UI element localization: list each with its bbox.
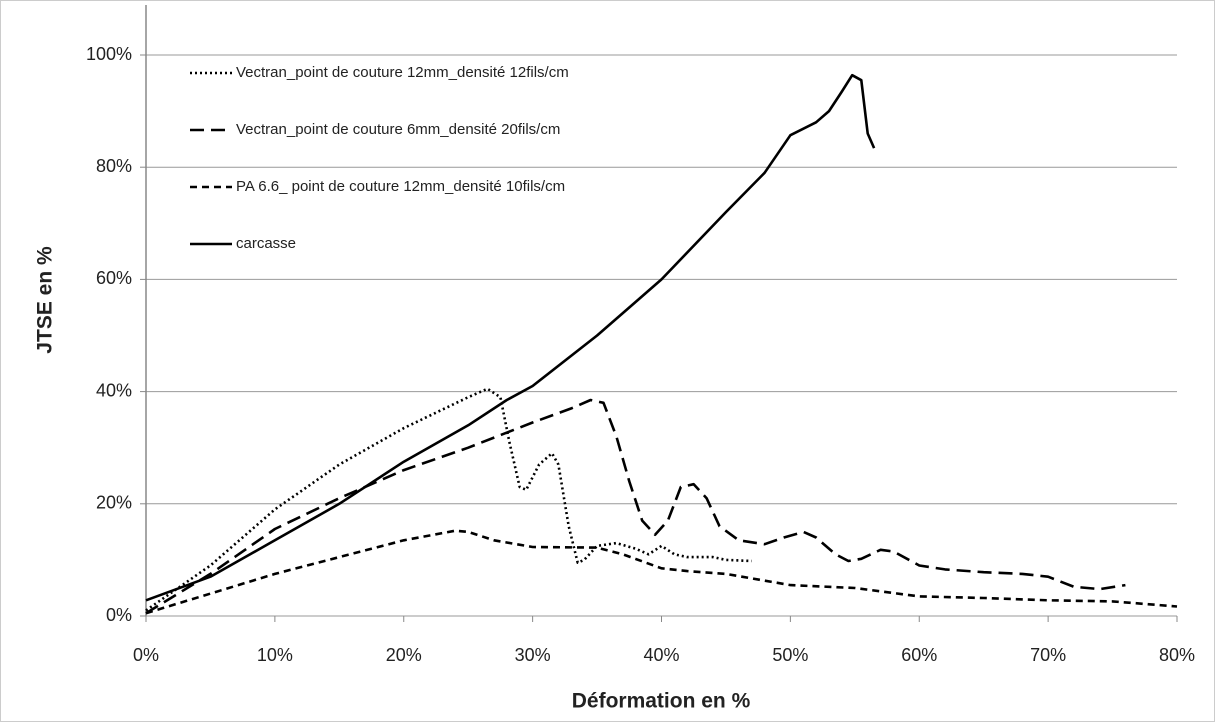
series-line	[145, 398, 1126, 615]
series-line	[145, 529, 1178, 615]
x-tick-label: 80%	[1159, 645, 1195, 665]
y-axis-label: JTSE en %	[34, 246, 57, 354]
x-tick-label: 0%	[133, 645, 159, 665]
y-tick-label: 60%	[96, 268, 132, 288]
x-tick-label: 40%	[643, 645, 679, 665]
legend-label: PA 6.6_ point de couture 12mm_densité 10…	[236, 178, 565, 195]
legend-label: Vectran_point de couture 6mm_densité 20f…	[236, 121, 560, 138]
y-tick-label: 0%	[106, 605, 132, 625]
series-line	[145, 73, 876, 602]
x-tick-label: 10%	[257, 645, 293, 665]
x-tick-label: 70%	[1030, 645, 1066, 665]
x-tick-label: 20%	[386, 645, 422, 665]
y-tick-label: 40%	[96, 380, 132, 400]
x-tick-label: 50%	[772, 645, 808, 665]
x-tick-label: 30%	[515, 645, 551, 665]
y-tick-label: 20%	[96, 493, 132, 513]
legend-label: Vectran_point de couture 12mm_densité 12…	[236, 64, 569, 81]
y-tick-label: 80%	[96, 156, 132, 176]
x-tick-label: 60%	[901, 645, 937, 665]
x-axis-label: Déformation en %	[572, 690, 751, 713]
y-tick-label: 100%	[86, 44, 132, 64]
series-line	[145, 387, 752, 612]
legend-label: carcasse	[236, 235, 296, 252]
